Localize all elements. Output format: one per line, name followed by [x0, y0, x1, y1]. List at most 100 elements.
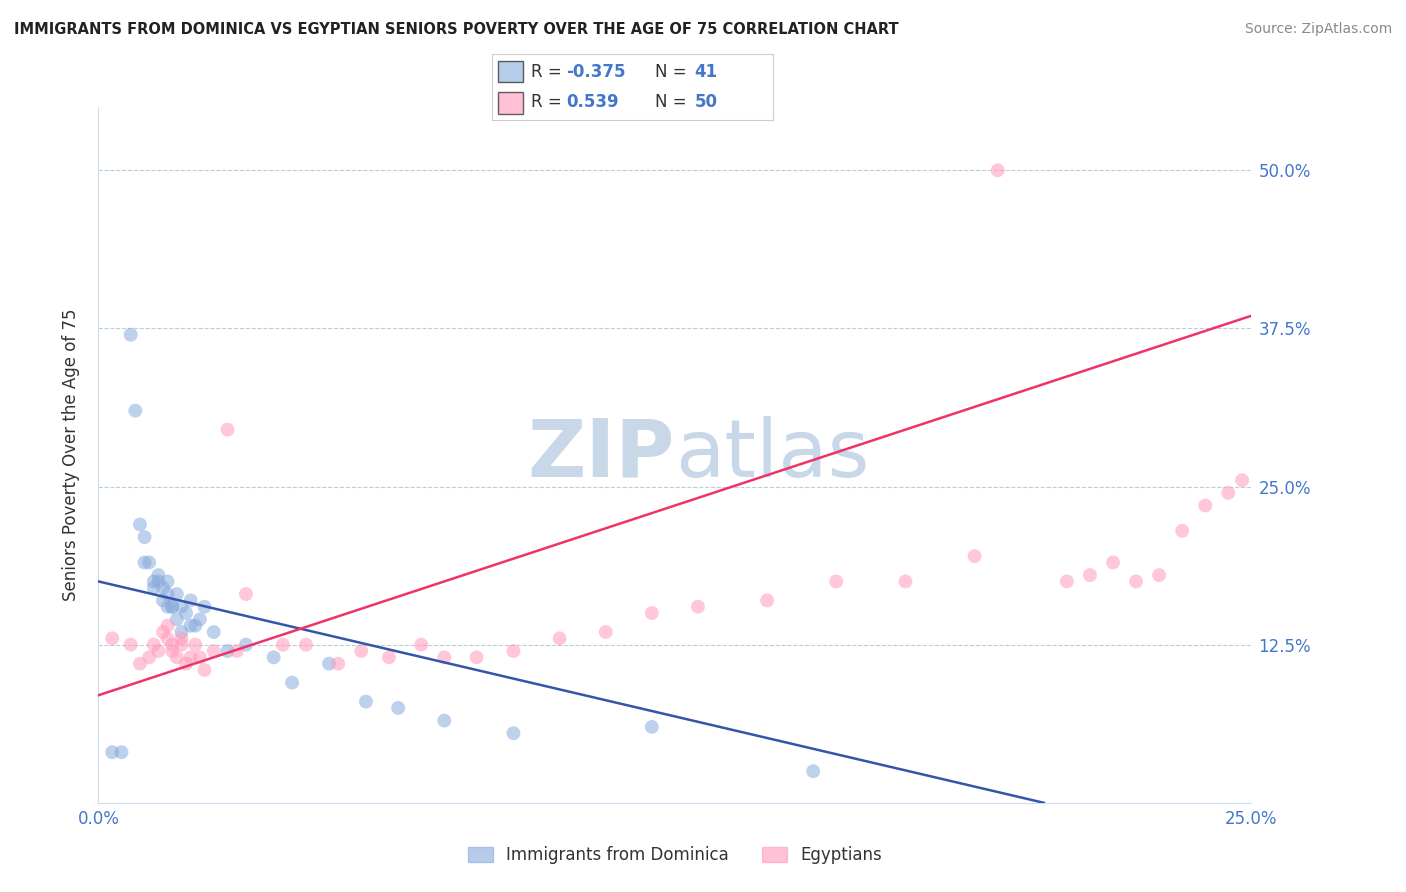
- Point: [166, 650, 188, 665]
- Point: [160, 599, 183, 614]
- Point: [378, 650, 401, 665]
- Point: [129, 517, 152, 532]
- Point: [202, 625, 225, 640]
- Point: [1230, 473, 1253, 487]
- Point: [156, 574, 179, 589]
- Y-axis label: Seniors Poverty Over the Age of 75: Seniors Poverty Over the Age of 75: [62, 309, 80, 601]
- Point: [641, 606, 664, 620]
- Point: [142, 574, 165, 589]
- Point: [1171, 524, 1194, 538]
- Point: [170, 599, 193, 614]
- Text: atlas: atlas: [675, 416, 869, 494]
- Point: [148, 574, 170, 589]
- Point: [124, 403, 146, 417]
- Point: [1194, 499, 1216, 513]
- Point: [1218, 486, 1240, 500]
- Point: [160, 638, 183, 652]
- Point: [166, 587, 188, 601]
- Point: [101, 745, 124, 759]
- Point: [148, 644, 170, 658]
- Point: [1078, 568, 1101, 582]
- Point: [174, 657, 197, 671]
- Point: [138, 556, 160, 570]
- Text: R =: R =: [531, 94, 568, 112]
- Point: [110, 745, 132, 759]
- Point: [174, 606, 197, 620]
- Point: [263, 650, 285, 665]
- Text: N =: N =: [655, 62, 692, 80]
- Point: [433, 714, 456, 728]
- Point: [193, 663, 215, 677]
- Point: [120, 327, 142, 342]
- Point: [170, 625, 193, 640]
- Point: [387, 701, 409, 715]
- Point: [963, 549, 986, 563]
- Point: [129, 657, 152, 671]
- Point: [152, 581, 174, 595]
- Point: [271, 638, 294, 652]
- Point: [188, 612, 211, 626]
- Point: [180, 618, 202, 632]
- Point: [170, 632, 193, 646]
- Text: -0.375: -0.375: [567, 62, 626, 80]
- Point: [202, 644, 225, 658]
- Point: [502, 726, 524, 740]
- Point: [225, 644, 247, 658]
- Point: [184, 618, 207, 632]
- Point: [160, 644, 183, 658]
- Point: [235, 587, 257, 601]
- Point: [1102, 556, 1125, 570]
- Point: [502, 644, 524, 658]
- Point: [411, 638, 433, 652]
- Text: N =: N =: [655, 94, 692, 112]
- Point: [184, 638, 207, 652]
- Point: [801, 764, 824, 779]
- Point: [142, 638, 165, 652]
- Point: [160, 599, 183, 614]
- FancyBboxPatch shape: [498, 61, 523, 82]
- Point: [354, 695, 377, 709]
- Point: [595, 625, 617, 640]
- Point: [328, 657, 350, 671]
- Point: [134, 556, 156, 570]
- Point: [180, 593, 202, 607]
- Point: [756, 593, 779, 607]
- Point: [987, 163, 1010, 178]
- Text: 41: 41: [695, 62, 717, 80]
- Point: [350, 644, 373, 658]
- Text: Source: ZipAtlas.com: Source: ZipAtlas.com: [1244, 22, 1392, 37]
- Text: IMMIGRANTS FROM DOMINICA VS EGYPTIAN SENIORS POVERTY OVER THE AGE OF 75 CORRELAT: IMMIGRANTS FROM DOMINICA VS EGYPTIAN SEN…: [14, 22, 898, 37]
- Point: [156, 599, 179, 614]
- Point: [1056, 574, 1078, 589]
- Point: [156, 587, 179, 601]
- Point: [101, 632, 124, 646]
- Text: ZIP: ZIP: [527, 416, 675, 494]
- Point: [318, 657, 340, 671]
- Point: [217, 644, 239, 658]
- Text: 50: 50: [695, 94, 717, 112]
- Point: [1125, 574, 1147, 589]
- Point: [548, 632, 571, 646]
- Point: [686, 599, 709, 614]
- Point: [120, 638, 142, 652]
- Point: [166, 612, 188, 626]
- Point: [148, 568, 170, 582]
- Point: [217, 423, 239, 437]
- Point: [433, 650, 456, 665]
- Point: [465, 650, 488, 665]
- Point: [193, 599, 215, 614]
- Text: R =: R =: [531, 62, 568, 80]
- Point: [235, 638, 257, 652]
- Point: [156, 632, 179, 646]
- Point: [156, 618, 179, 632]
- Point: [152, 625, 174, 640]
- Point: [825, 574, 848, 589]
- Legend: Immigrants from Dominica, Egyptians: Immigrants from Dominica, Egyptians: [461, 839, 889, 871]
- Text: 0.539: 0.539: [567, 94, 619, 112]
- Point: [894, 574, 917, 589]
- Point: [641, 720, 664, 734]
- Point: [134, 530, 156, 544]
- Point: [152, 593, 174, 607]
- Point: [138, 650, 160, 665]
- Point: [295, 638, 318, 652]
